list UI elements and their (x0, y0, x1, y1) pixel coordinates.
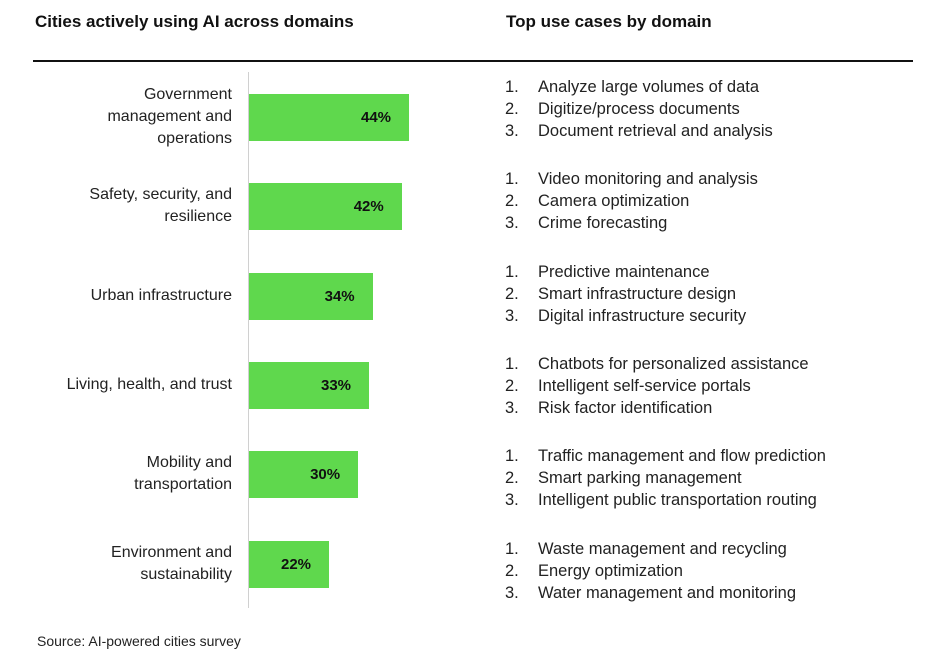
use-case-number: 3. (505, 214, 519, 232)
bar-value-label: 34% (324, 287, 355, 305)
use-case-number: 3. (505, 491, 519, 509)
bar (249, 93, 409, 141)
bar-value-label: 44% (361, 108, 392, 126)
bar-value-label: 30% (310, 465, 341, 483)
chart-title: Cities actively using AI across domains (35, 12, 354, 31)
use-case-text: Digital infrastructure security (538, 307, 747, 325)
use-case-item: 2. Camera optimization (505, 190, 758, 212)
use-case-number: 3. (505, 399, 519, 417)
use-case-text: Energy optimization (538, 562, 683, 580)
use-case-text: Chatbots for personalized assistance (538, 355, 809, 373)
use-case-item: 2. Smart infrastructure design (505, 283, 746, 305)
use-case-item: 2. Energy optimization (505, 560, 796, 582)
use-case-item: 3. Digital infrastructure security (505, 305, 746, 327)
use-case-item: 3. Document retrieval and analysis (505, 120, 773, 142)
use-case-number: 3. (505, 307, 519, 325)
use-case-item: 3. Intelligent public transportation rout… (505, 489, 826, 511)
use-case-text: Smart infrastructure design (538, 285, 737, 303)
use-case-list: 1. Traffic management and flow prediction… (505, 445, 826, 511)
category-label: Mobility and transportation (134, 454, 232, 493)
use-case-number: 2. (505, 469, 519, 487)
use-case-text: Digitize/process documents (538, 100, 740, 118)
use-cases-title: Top use cases by domain (506, 12, 712, 31)
header-divider (33, 60, 913, 62)
use-case-number: 2. (505, 192, 519, 210)
use-case-list: 1. Video monitoring and analysis 2. Camera … (505, 168, 758, 234)
use-case-item: 3. Risk factor identification (505, 397, 809, 419)
use-case-text: Video monitoring and analysis (538, 170, 758, 188)
use-case-number: 2. (505, 562, 519, 580)
use-case-item: 3. Crime forecasting (505, 212, 758, 234)
use-case-number: 3. (505, 584, 519, 602)
bar-value-label: 42% (353, 197, 384, 215)
use-case-item: 1. Chatbots for personalized assistance (505, 353, 809, 375)
use-case-item: 2. Smart parking management (505, 467, 826, 489)
use-case-number: 1. (505, 78, 519, 96)
chart-axis-line (248, 72, 249, 608)
use-case-number: 1. (505, 540, 519, 558)
use-case-number: 2. (505, 100, 519, 118)
category-label: Safety, security, and resilience (89, 186, 232, 225)
use-case-number: 1. (505, 355, 519, 373)
use-case-item: 3. Water management and monitoring (505, 582, 796, 604)
category-label: Environment and sustainability (111, 544, 232, 583)
use-case-text: Document retrieval and analysis (538, 122, 773, 140)
use-case-item: 1. Analyze large volumes of data (505, 76, 773, 98)
bar-value-label: 33% (321, 376, 352, 394)
use-case-text: Smart parking management (538, 469, 742, 487)
bar (249, 540, 329, 588)
category-label: Government management and operations (107, 86, 232, 147)
use-case-number: 2. (505, 285, 519, 303)
use-case-item: 1. Predictive maintenance (505, 261, 746, 283)
category-label: Urban infrastructure (90, 287, 232, 304)
use-case-list: 1. Analyze large volumes of data 2. Digitiz… (505, 76, 773, 142)
source-note: Source: AI-powered cities survey (37, 633, 241, 649)
use-case-list: 1. Chatbots for personalized assistance 2.… (505, 353, 809, 419)
use-case-text: Intelligent public transportation routin… (538, 491, 817, 509)
category-label: Living, health, and trust (66, 376, 232, 393)
use-case-text: Water management and monitoring (538, 584, 797, 602)
use-case-number: 2. (505, 377, 519, 395)
use-case-list: 1. Predictive maintenance 2. Smart infrastr… (505, 261, 746, 327)
use-case-text: Analyze large volumes of data (538, 78, 760, 96)
use-case-item: 1. Traffic management and flow prediction (505, 445, 826, 467)
use-case-list: 1. Waste management and recycling 2. Energy… (505, 538, 796, 604)
use-case-text: Waste management and recycling (538, 540, 787, 558)
use-case-item: 2. Intelligent self-service portals (505, 375, 809, 397)
bar-value-label: 22% (281, 555, 312, 573)
use-case-number: 1. (505, 263, 519, 281)
use-case-item: 1. Video monitoring and analysis (505, 168, 758, 190)
use-case-item: 1. Waste management and recycling (505, 538, 796, 560)
use-case-item: 2. Digitize/process documents (505, 98, 773, 120)
use-case-text: Traffic management and flow prediction (538, 447, 826, 465)
bar (249, 272, 373, 320)
use-case-text: Crime forecasting (538, 214, 668, 232)
use-case-number: 1. (505, 447, 519, 465)
use-case-number: 1. (505, 170, 519, 188)
use-case-text: Predictive maintenance (538, 263, 710, 281)
use-case-text: Camera optimization (538, 192, 690, 210)
bar (249, 361, 369, 409)
bar (249, 450, 359, 498)
use-case-text: Intelligent self-service portals (538, 377, 751, 395)
use-case-number: 3. (505, 122, 519, 140)
bar (249, 182, 402, 230)
use-case-text: Risk factor identification (538, 399, 713, 417)
